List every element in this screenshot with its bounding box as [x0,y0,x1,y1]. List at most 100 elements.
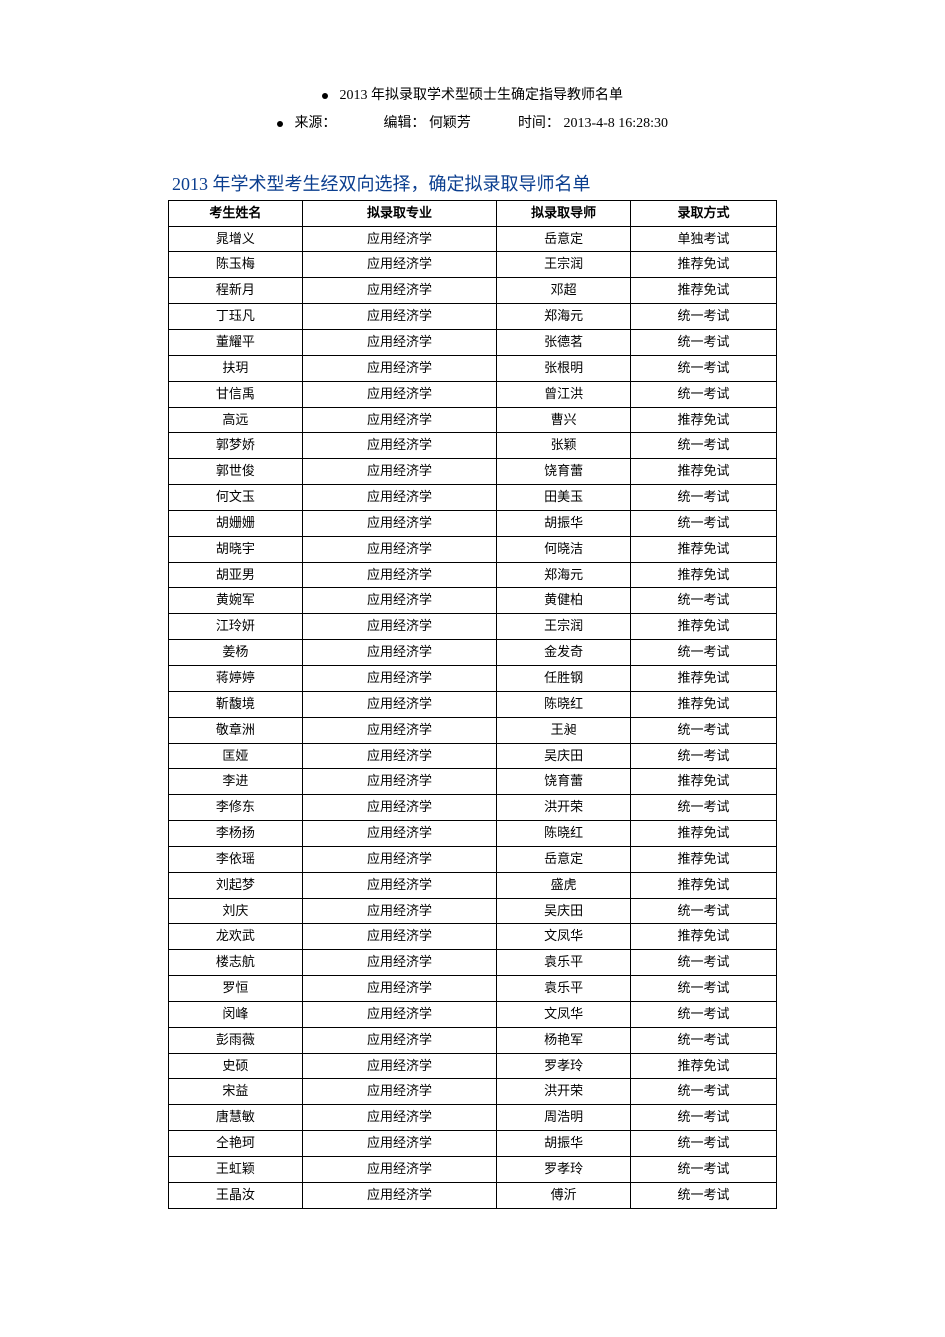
table-cell: 推荐免试 [631,407,777,433]
table-row: 李修东应用经济学洪开荣统一考试 [169,795,777,821]
table-row: 仝艳珂应用经济学胡振华统一考试 [169,1131,777,1157]
table-cell: 应用经济学 [302,407,497,433]
table-cell: 应用经济学 [302,1157,497,1183]
table-row: 李杨扬应用经济学陈晓红推荐免试 [169,821,777,847]
table-row: 宋益应用经济学洪开荣统一考试 [169,1079,777,1105]
table-cell: 推荐免试 [631,846,777,872]
table-cell: 曹兴 [497,407,631,433]
table-cell: 统一考试 [631,640,777,666]
table-cell: 统一考试 [631,976,777,1002]
table-cell: 张根明 [497,355,631,381]
col-header-major: 拟录取专业 [302,200,497,226]
table-cell: 统一考试 [631,898,777,924]
table-cell: 任胜钢 [497,665,631,691]
table-cell: 李杨扬 [169,821,303,847]
table-cell: 应用经济学 [302,1105,497,1131]
table-cell: 龙欢武 [169,924,303,950]
table-cell: 应用经济学 [302,1053,497,1079]
table-row: 匡娅应用经济学吴庆田统一考试 [169,743,777,769]
table-cell: 统一考试 [631,950,777,976]
editor-value: 何颖芳 [429,116,471,131]
table-cell: 应用经济学 [302,278,497,304]
table-cell: 敬章洲 [169,717,303,743]
table-cell: 金发奇 [497,640,631,666]
table-cell: 李进 [169,769,303,795]
editor-label: 编辑： [383,116,425,131]
table-row: 唐慧敏应用经济学周浩明统一考试 [169,1105,777,1131]
source-label: 来源： [294,116,336,131]
table-cell: 统一考试 [631,795,777,821]
table-cell: 田美玉 [497,485,631,511]
table-cell: 岳意定 [497,226,631,252]
table-cell: 应用经济学 [302,1079,497,1105]
table-cell: 刘起梦 [169,872,303,898]
table-cell: 胡振华 [497,510,631,536]
table-cell: 李依瑶 [169,846,303,872]
table-cell: 彭雨薇 [169,1027,303,1053]
time-value: 2013-4-8 16:28:30 [563,116,668,131]
table-cell: 推荐免试 [631,691,777,717]
table-cell: 张颖 [497,433,631,459]
table-cell: 黄婉军 [169,588,303,614]
table-row: 胡晓宇应用经济学何晓洁推荐免试 [169,536,777,562]
table-row: 史硕应用经济学罗孝玲推荐免试 [169,1053,777,1079]
table-cell: 应用经济学 [302,304,497,330]
table-cell: 陈晓红 [497,691,631,717]
table-cell: 应用经济学 [302,588,497,614]
table-row: 扶玥应用经济学张根明统一考试 [169,355,777,381]
table-cell: 郑海元 [497,304,631,330]
table-cell: 应用经济学 [302,1182,497,1208]
table-cell: 袁乐平 [497,950,631,976]
table-cell: 统一考试 [631,1001,777,1027]
table-row: 郭梦娇应用经济学张颖统一考试 [169,433,777,459]
table-cell: 闵峰 [169,1001,303,1027]
table-cell: 应用经济学 [302,769,497,795]
table-cell: 应用经济学 [302,485,497,511]
table-cell: 李修东 [169,795,303,821]
table-cell: 饶育蕾 [497,459,631,485]
table-cell: 应用经济学 [302,872,497,898]
table-cell: 郑海元 [497,562,631,588]
table-cell: 傅沂 [497,1182,631,1208]
table-row: 王虹颖应用经济学罗孝玲统一考试 [169,1157,777,1183]
table-row: 彭雨薇应用经济学杨艳军统一考试 [169,1027,777,1053]
table-cell: 推荐免试 [631,278,777,304]
meta-line: 来源： 编辑： 何颖芳 时间： 2013-4-8 16:28:30 [168,112,777,132]
table-row: 丁珏凡应用经济学郑海元统一考试 [169,304,777,330]
table-cell: 曾江洪 [497,381,631,407]
table-row: 姜杨应用经济学金发奇统一考试 [169,640,777,666]
table-cell: 饶育蕾 [497,769,631,795]
table-cell: 推荐免试 [631,769,777,795]
table-cell: 推荐免试 [631,665,777,691]
table-row: 程新月应用经济学邓超推荐免试 [169,278,777,304]
table-cell: 罗孝玲 [497,1053,631,1079]
table-cell: 统一考试 [631,433,777,459]
table-row: 胡亚男应用经济学郑海元推荐免试 [169,562,777,588]
page-title-line: 2013 年拟录取学术型硕士生确定指导教师名单 [168,84,777,108]
table-cell: 应用经济学 [302,510,497,536]
table-cell: 应用经济学 [302,330,497,356]
table-cell: 应用经济学 [302,1131,497,1157]
table-cell: 应用经济学 [302,614,497,640]
table-cell: 统一考试 [631,1157,777,1183]
table-cell: 应用经济学 [302,898,497,924]
table-cell: 统一考试 [631,1079,777,1105]
col-header-name: 考生姓名 [169,200,303,226]
table-cell: 应用经济学 [302,1001,497,1027]
table-cell: 推荐免试 [631,1053,777,1079]
table-cell: 推荐免试 [631,872,777,898]
table-cell: 罗孝玲 [497,1157,631,1183]
col-header-method: 录取方式 [631,200,777,226]
table-cell: 统一考试 [631,743,777,769]
table-cell: 统一考试 [631,588,777,614]
table-cell: 应用经济学 [302,355,497,381]
table-cell: 洪开荣 [497,1079,631,1105]
table-row: 董耀平应用经济学张德茗统一考试 [169,330,777,356]
table-cell: 推荐免试 [631,562,777,588]
page: 2013 年拟录取学术型硕士生确定指导教师名单 来源： 编辑： 何颖芳 时间： … [0,0,945,1337]
table-cell: 张德茗 [497,330,631,356]
table-cell: 应用经济学 [302,717,497,743]
table-cell: 应用经济学 [302,795,497,821]
table-cell: 刘庆 [169,898,303,924]
table-cell: 文凤华 [497,924,631,950]
